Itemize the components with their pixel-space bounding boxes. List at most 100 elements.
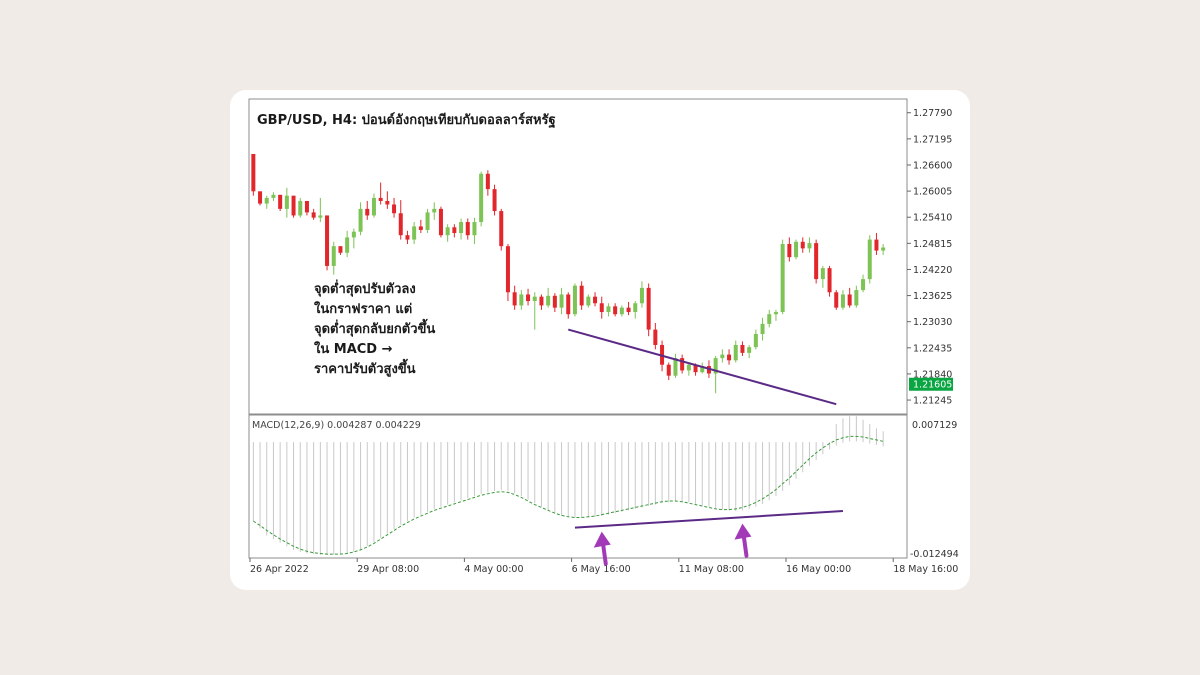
candle-body [599, 303, 604, 313]
candle-body [773, 312, 778, 315]
candle-body [392, 204, 397, 214]
candle-body [552, 295, 557, 308]
candle-body [626, 307, 631, 313]
candle-body [519, 294, 524, 306]
time-tick-label: 6 May 16:00 [572, 564, 631, 575]
candle-body [365, 208, 370, 216]
candle-body [278, 194, 283, 209]
candle-body [700, 366, 705, 373]
candle-body [593, 296, 598, 304]
candle-body [539, 296, 544, 306]
candle-body [606, 306, 611, 313]
time-tick-label: 16 May 00:00 [786, 564, 851, 575]
candle-body [727, 354, 732, 361]
candle-body [840, 294, 845, 308]
candle-body [425, 212, 430, 230]
candle-body [733, 344, 738, 361]
candle-body [432, 208, 437, 213]
chart-canvas: 1.27790 1.27195 1.26600 1.26005 1.25410 1.248… [248, 98, 959, 575]
candle-body [713, 358, 718, 374]
current-price-badge: 1.21605 [909, 377, 953, 391]
candle-body [485, 173, 490, 190]
candle-body [807, 243, 812, 249]
macd-signal-path [253, 435, 884, 555]
candle-body [586, 296, 591, 306]
candle-body [673, 358, 678, 376]
candle-body [291, 195, 296, 216]
candle-body [559, 294, 564, 308]
price-tick-label: 1.21840 [913, 369, 952, 380]
candle-body [499, 211, 504, 247]
annotation-line: จุดต่ำสุดปรับตัวลง [314, 279, 416, 297]
price-tick-label: 1.25410 [913, 213, 952, 224]
candles [251, 153, 886, 394]
annotation-text: จุดต่ำสุดปรับตัวลง ในกราฟราคา แต่ จุดต่ำ… [314, 279, 435, 377]
candle-body [325, 215, 330, 266]
candle-body [861, 279, 866, 291]
candle-body [345, 237, 350, 253]
current-price-badge-bg [909, 377, 953, 391]
candle-body [264, 197, 269, 204]
candle-body [800, 241, 805, 249]
macd-trendline [574, 510, 844, 529]
candle-body [331, 246, 336, 266]
time-tick-label: 18 May 16:00 [893, 564, 958, 575]
candle-body [767, 314, 772, 324]
candle-body [760, 323, 765, 334]
price-tick-label: 1.24815 [913, 239, 952, 250]
candle-body [820, 268, 825, 280]
candle-body [814, 243, 819, 280]
candle-body [465, 222, 470, 236]
candle-body [398, 213, 403, 236]
candle-body [452, 227, 457, 234]
price-tick-label: 1.26600 [913, 160, 952, 171]
candle-body [653, 329, 658, 345]
candle-body [680, 358, 685, 371]
chart-title: GBP/USD, H4: ปอนด์อังกฤษเทียบกับดอลลาร์ส… [257, 112, 556, 129]
candle-body [639, 287, 644, 304]
candle-body [371, 197, 376, 216]
price-tick-label: 1.22435 [913, 343, 952, 354]
candle-body [666, 364, 671, 376]
candle-body [351, 231, 356, 238]
candle-body [298, 200, 303, 216]
candle-body [753, 333, 758, 348]
candle-body [271, 194, 276, 198]
time-tick-label: 26 Apr 2022 [250, 564, 309, 575]
candle-body [794, 241, 799, 258]
candle-body [438, 208, 443, 236]
annotation-line: ใน MACD → [314, 340, 393, 357]
candle-body [867, 239, 872, 280]
candle-body [532, 296, 537, 302]
price-tick-label: 1.21245 [913, 396, 952, 407]
candle-body [459, 222, 464, 234]
candle-body [686, 364, 691, 371]
price-tick-label: 1.24220 [913, 265, 952, 276]
candle-body [854, 290, 859, 306]
price-trendline [567, 328, 837, 406]
candle-body [579, 285, 584, 306]
current-price-value: 1.21605 [913, 380, 952, 391]
candle-body [720, 354, 725, 359]
candle-body [646, 287, 651, 330]
time-tick-label: 29 Apr 08:00 [357, 564, 419, 575]
macd-signal-line [253, 435, 884, 555]
price-tick-label: 1.27195 [913, 134, 952, 145]
candle-body [492, 189, 497, 212]
candle-body [258, 191, 263, 204]
annotation-line: ราคาปรับตัวสูงขึ้น [314, 358, 416, 377]
macd-label: MACD(12,26,9) 0.004287 0.004229 [252, 420, 421, 431]
candle-body [479, 173, 484, 223]
candle-body [546, 295, 551, 306]
candle-body [566, 294, 571, 315]
candle-body [693, 364, 698, 373]
candle-body [251, 153, 256, 192]
candle-body [304, 200, 309, 213]
macd-panel-frame [248, 414, 908, 559]
time-tick-label: 4 May 00:00 [464, 564, 523, 575]
divergence-arrow-head [734, 523, 752, 540]
candle-body [572, 285, 577, 315]
candle-body [747, 347, 752, 353]
candle-body [505, 246, 510, 293]
candle-body [284, 195, 289, 209]
